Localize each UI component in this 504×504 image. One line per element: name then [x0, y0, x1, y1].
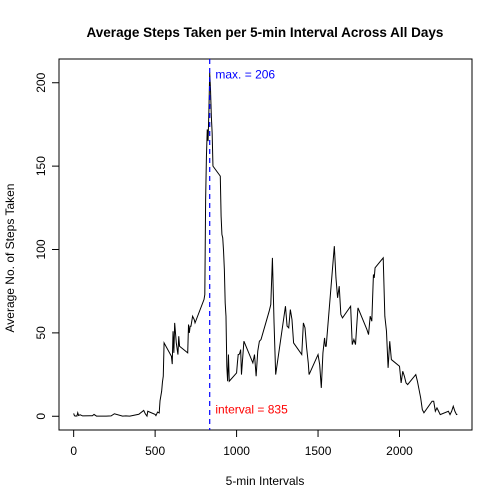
x-tick-label: 2000 [386, 444, 413, 458]
chart-title: Average Steps Taken per 5-min Interval A… [87, 25, 444, 40]
max-annotation: max. = 206 [215, 67, 275, 81]
interval-annotation: interval = 835 [215, 403, 288, 417]
y-axis-title: Average No. of Steps Taken [3, 184, 17, 333]
x-tick-label: 1000 [223, 444, 250, 458]
x-axis-title: 5-min Intervals [226, 474, 305, 488]
y-tick-label: 200 [34, 72, 48, 92]
y-tick-label: 100 [34, 239, 48, 259]
x-axis: 0 500 1000 1500 2000 [70, 429, 413, 458]
series-line-average-steps [73, 72, 458, 418]
y-axis: 0 50 100 150 200 [34, 72, 60, 420]
x-tick-label: 500 [145, 444, 165, 458]
x-tick-label: 0 [70, 444, 77, 458]
y-tick-label: 150 [34, 156, 48, 176]
annotations: max. = 206 interval = 835 [215, 67, 288, 416]
y-tick-label: 50 [34, 326, 48, 340]
y-tick-label: 0 [34, 413, 48, 420]
plot-frame [58, 58, 473, 431]
x-tick-label: 1500 [305, 444, 332, 458]
